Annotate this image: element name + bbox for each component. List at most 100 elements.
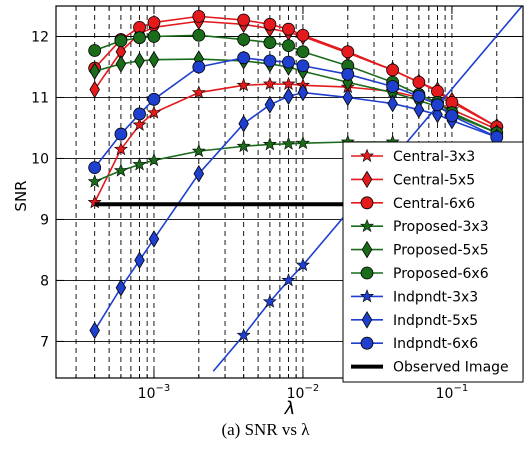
legend-label: Indpndt-6x6 — [393, 336, 478, 352]
data-point-circle — [133, 107, 146, 121]
y-tick-label: 12 — [31, 29, 49, 45]
data-point-circle — [386, 80, 400, 93]
legend-label: Central-6x6 — [393, 196, 475, 212]
data-point-circle — [192, 60, 206, 74]
legend-entry: Central-3x3 — [351, 148, 475, 165]
data-point-circle — [341, 45, 355, 59]
legend-entry: Proposed-5x5 — [351, 240, 489, 259]
data-point-star — [236, 77, 251, 92]
data-point-diamond — [115, 55, 127, 73]
data-point-star — [295, 257, 310, 272]
data-point-diamond — [361, 170, 373, 189]
data-point-star — [132, 117, 147, 131]
data-point-circle — [263, 54, 277, 68]
data-point-circle — [263, 17, 277, 31]
data-point-diamond — [115, 278, 127, 297]
data-point-circle — [360, 196, 374, 210]
data-point-diamond — [134, 251, 145, 270]
x-axis-title: λ — [284, 398, 296, 419]
data-point-diamond — [387, 94, 398, 113]
legend-entry: Indpndt-6x6 — [351, 336, 478, 352]
data-point-star — [262, 137, 277, 151]
data-point-diamond — [89, 80, 100, 99]
data-point-diamond — [283, 87, 294, 106]
axis-ticks: 7 8 9 10 11 12 10−3 10−2 10−1 — [31, 6, 523, 402]
data-point-star — [295, 135, 310, 150]
data-point-circle — [114, 34, 128, 48]
data-point-diamond — [297, 83, 309, 102]
data-point-diamond — [89, 62, 100, 81]
data-point-circle — [412, 89, 426, 103]
data-point-diamond — [342, 88, 354, 107]
data-point-diamond — [361, 311, 373, 329]
data-point-circle — [133, 31, 146, 45]
data-point-diamond — [134, 52, 145, 70]
data-point-circle — [431, 84, 444, 98]
data-point-star — [281, 273, 296, 287]
data-point-star — [262, 76, 277, 91]
data-point-circle — [296, 59, 310, 73]
data-point-circle — [282, 39, 295, 53]
data-point-circle — [88, 44, 102, 57]
series-line — [212, 6, 523, 372]
legend-entry: Central-6x6 — [351, 196, 475, 212]
data-point-circle — [412, 75, 426, 89]
data-point-circle — [147, 92, 161, 106]
data-point-circle — [237, 51, 251, 65]
legend-label: Indpndt-3x3 — [393, 289, 478, 305]
legend-label: Central-5x5 — [393, 172, 475, 188]
data-point-star — [236, 138, 251, 153]
data-point-star — [191, 143, 206, 158]
data-point-star — [146, 105, 161, 119]
data-point-circle — [431, 98, 444, 112]
data-point-circle — [192, 9, 206, 23]
data-point-circle — [296, 28, 310, 42]
data-point-diamond — [238, 114, 249, 133]
data-point-circle — [490, 130, 504, 144]
y-tick-label: 8 — [40, 273, 49, 289]
data-point-circle — [147, 16, 161, 29]
y-tick-label: 9 — [40, 212, 49, 228]
data-point-circle — [237, 13, 251, 27]
x-tick-label: 10−2 — [287, 383, 320, 402]
data-point-circle — [282, 55, 295, 69]
data-point-circle — [237, 33, 251, 46]
legend-entry: Observed Image — [351, 360, 509, 376]
data-point-star — [146, 152, 161, 167]
legend-entry: Indpndt-5x5 — [351, 311, 478, 329]
data-point-circle — [445, 109, 459, 123]
data-point-circle — [296, 45, 310, 59]
y-tick-label: 7 — [40, 334, 49, 350]
y-axis-title: SNR — [12, 180, 30, 211]
legend-label: Observed Image — [393, 360, 509, 376]
series-indpndt-5x5 — [89, 83, 503, 340]
data-point-star — [87, 174, 102, 188]
data-point-circle — [147, 30, 161, 43]
series-proposed-3x3 — [87, 134, 400, 188]
data-point-circle — [360, 336, 374, 350]
legend-label: Proposed-5x5 — [393, 243, 489, 259]
data-point-star — [360, 289, 374, 303]
data-point-circle — [263, 36, 277, 49]
y-tick-label: 10 — [31, 151, 49, 167]
data-point-star — [113, 141, 128, 156]
data-point-diamond — [89, 321, 100, 340]
legend-entry: Central-5x5 — [351, 170, 475, 189]
y-tick-label: 11 — [31, 90, 49, 106]
legend-label: Proposed-3x3 — [393, 219, 489, 235]
legend-label: Indpndt-5x5 — [393, 313, 478, 329]
data-point-star — [262, 294, 277, 308]
data-point-star — [113, 163, 128, 177]
legend: Central-3x3 Central-5x5 Central-6x6 Propose… — [342, 141, 524, 383]
legend-label: Central-3x3 — [393, 149, 475, 165]
x-tick-label: 10−3 — [138, 383, 171, 402]
data-point-diamond — [361, 240, 373, 259]
data-point-star — [360, 218, 374, 233]
figure-caption: (a) SNR vs λ — [221, 420, 310, 439]
legend-entry: Indpndt-3x3 — [351, 289, 478, 305]
data-point-circle — [192, 28, 206, 42]
data-point-star — [281, 136, 296, 150]
legend-entry: Proposed-6x6 — [351, 266, 489, 282]
data-point-diamond — [148, 50, 160, 69]
